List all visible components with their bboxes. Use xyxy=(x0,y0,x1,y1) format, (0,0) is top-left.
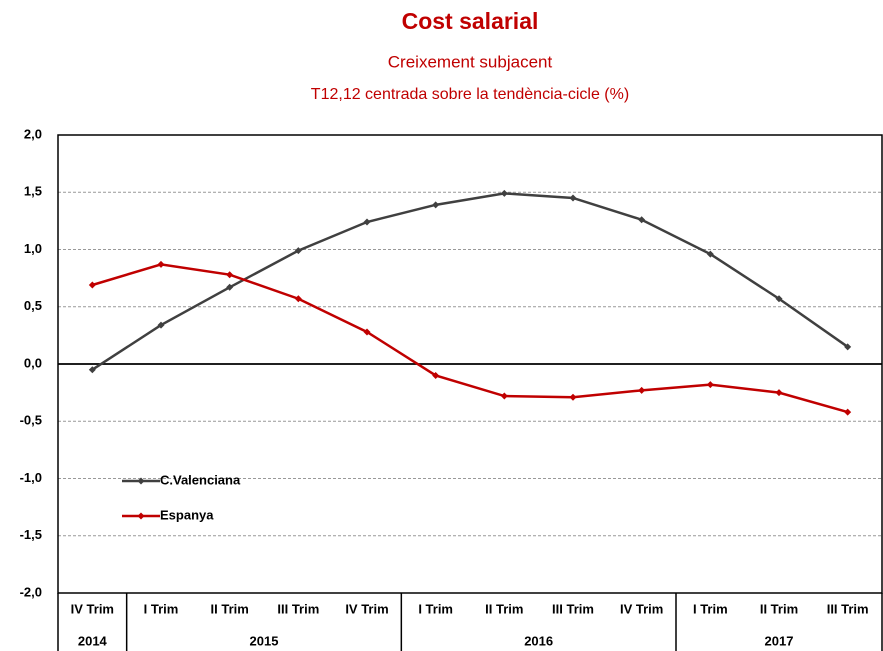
point-marker xyxy=(157,260,165,268)
point-marker xyxy=(226,271,234,279)
y-tick-label: 1,0 xyxy=(24,241,42,256)
x-tick-label: II Trim xyxy=(760,601,798,616)
series-line xyxy=(91,263,849,414)
point-marker xyxy=(226,283,234,291)
x-tick-label: III Trim xyxy=(552,601,594,616)
legend-marker xyxy=(137,477,145,485)
x-tick-label: IV Trim xyxy=(345,601,388,616)
point-marker xyxy=(432,371,440,379)
point-marker xyxy=(844,408,852,416)
point-marker xyxy=(500,189,508,197)
point-marker xyxy=(638,386,646,394)
group-label: 2016 xyxy=(524,633,553,648)
group-label: 2017 xyxy=(765,633,794,648)
x-tick-label: III Trim xyxy=(827,601,869,616)
chart-subtitle: Creixement subjacent xyxy=(388,52,553,71)
point-marker xyxy=(638,216,646,224)
x-tick-label: I Trim xyxy=(693,601,728,616)
point-marker xyxy=(88,281,96,289)
y-tick-label: 2,0 xyxy=(24,126,42,141)
point-marker xyxy=(569,194,577,202)
legend-marker xyxy=(137,512,145,520)
y-tick-label: 1,5 xyxy=(24,184,42,199)
x-tick-label: I Trim xyxy=(418,601,453,616)
plot-border xyxy=(57,134,883,594)
point-marker xyxy=(157,321,165,329)
point-marker xyxy=(363,218,371,226)
legend-label: C.Valenciana xyxy=(160,472,241,487)
y-tick-label: -1,5 xyxy=(20,527,42,542)
y-tick-label: 0,0 xyxy=(24,355,42,370)
point-marker xyxy=(844,343,852,351)
point-marker xyxy=(294,295,302,303)
legend-label: Espanya xyxy=(160,507,214,522)
point-marker xyxy=(432,201,440,209)
x-tick-label: IV Trim xyxy=(71,601,114,616)
point-marker xyxy=(363,328,371,336)
x-tick-label: II Trim xyxy=(485,601,523,616)
point-marker xyxy=(706,250,714,258)
chart-title: Cost salarial xyxy=(402,8,539,34)
y-tick-label: 0,5 xyxy=(24,298,42,313)
point-marker xyxy=(294,247,302,255)
point-marker xyxy=(88,366,96,374)
y-tick-label: -1,0 xyxy=(20,470,42,485)
point-marker xyxy=(706,381,714,389)
point-marker xyxy=(775,389,783,397)
point-marker xyxy=(775,295,783,303)
point-marker xyxy=(500,392,508,400)
chart-subtitle: T12,12 centrada sobre la tendència-cicle… xyxy=(311,86,629,103)
x-tick-label: I Trim xyxy=(144,601,179,616)
group-label: 2015 xyxy=(250,633,279,648)
x-tick-label: IV Trim xyxy=(620,601,663,616)
x-tick-label: III Trim xyxy=(277,601,319,616)
y-tick-label: -2,0 xyxy=(20,584,42,599)
series-line xyxy=(91,192,849,371)
y-tick-label: -0,5 xyxy=(20,413,42,428)
x-tick-label: II Trim xyxy=(211,601,249,616)
group-label: 2014 xyxy=(78,633,108,648)
point-marker xyxy=(569,393,577,401)
